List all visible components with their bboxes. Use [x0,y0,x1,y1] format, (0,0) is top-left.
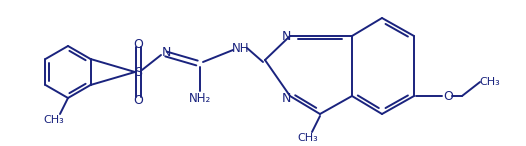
Text: O: O [133,38,143,51]
Text: S: S [134,66,142,79]
Text: N: N [281,92,291,105]
Text: N: N [281,29,291,42]
Text: NH₂: NH₂ [189,93,211,106]
Text: CH₃: CH₃ [44,115,64,125]
Text: NH: NH [232,41,250,54]
Text: N: N [161,46,171,59]
Text: CH₃: CH₃ [298,133,318,143]
Text: O: O [133,93,143,106]
Text: CH₃: CH₃ [480,77,500,87]
Text: O: O [443,89,453,102]
